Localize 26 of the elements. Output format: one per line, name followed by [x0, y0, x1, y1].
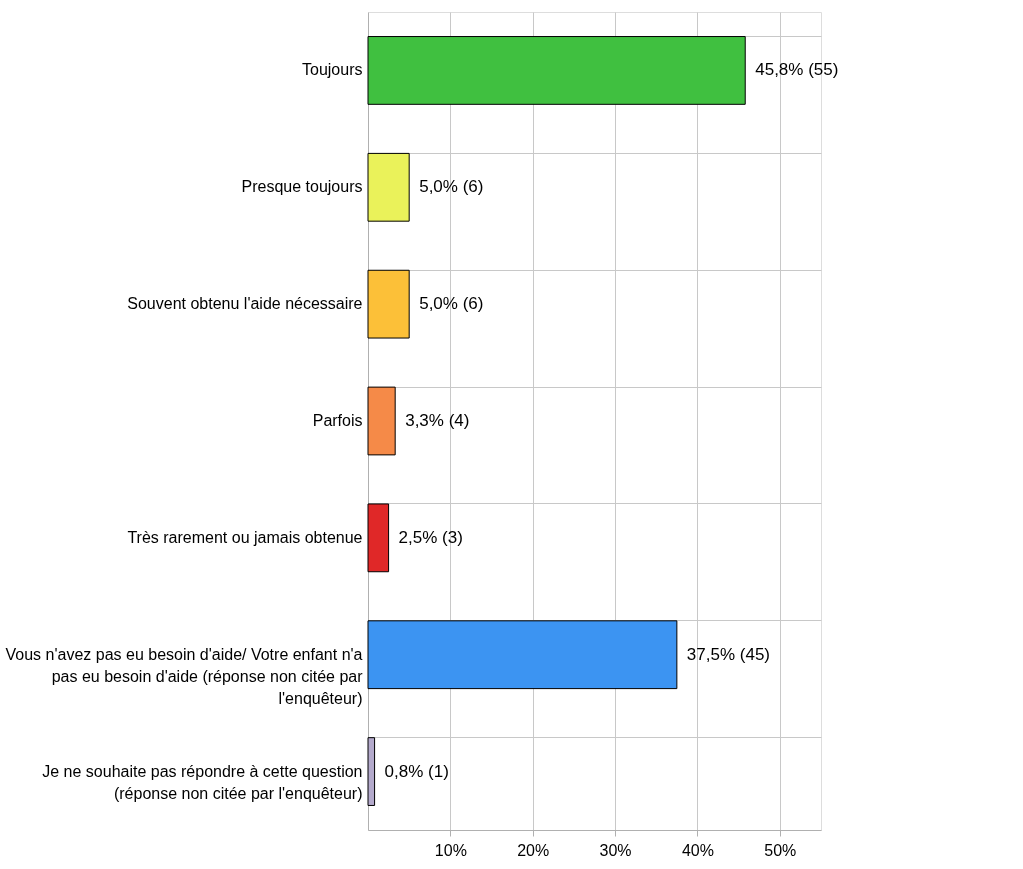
- x-tick-label: 10%: [434, 841, 467, 859]
- y-tick-label: Je ne souhaite pas répondre à cette question (réponse non citée par l'enquêteur): [42, 762, 363, 802]
- y-tick-label: Presque toujours: [241, 178, 363, 196]
- x-tick-label: 20%: [517, 841, 550, 859]
- data-label: 37,5% (45): [686, 644, 771, 664]
- y-tick-label: Souvent obtenu l'aide nécessaire: [127, 295, 363, 313]
- data-label: 5,0% (6): [419, 177, 484, 197]
- data-label: 0,8% (1): [384, 761, 449, 781]
- x-tick-label: 30%: [599, 841, 632, 859]
- data-label: 2,5% (3): [398, 527, 463, 547]
- bar: [367, 620, 678, 690]
- data-label: 45,8% (55): [755, 60, 839, 80]
- data-label: 3,3% (4): [405, 411, 470, 430]
- x-tick-label: 40%: [681, 841, 714, 859]
- data-label: 5,0% (6): [419, 294, 484, 314]
- bar: [367, 737, 376, 806]
- bar: [367, 386, 396, 456]
- x-tick-label: 50%: [764, 841, 797, 859]
- y-tick-label: Parfois: [312, 412, 363, 429]
- bar: [367, 36, 746, 105]
- y-tick-label: Toujours: [302, 61, 363, 79]
- bar: [367, 503, 390, 573]
- bar: [367, 152, 410, 222]
- bar: [367, 269, 410, 339]
- y-tick-label: Très rarement ou jamais obtenue: [127, 528, 363, 546]
- y-tick-label: Vous n'avez pas eu besoin d'aide/ Votre enfant n'a pas eu besoin d'aide (réponse non citée par l'enquêteur): [5, 645, 364, 707]
